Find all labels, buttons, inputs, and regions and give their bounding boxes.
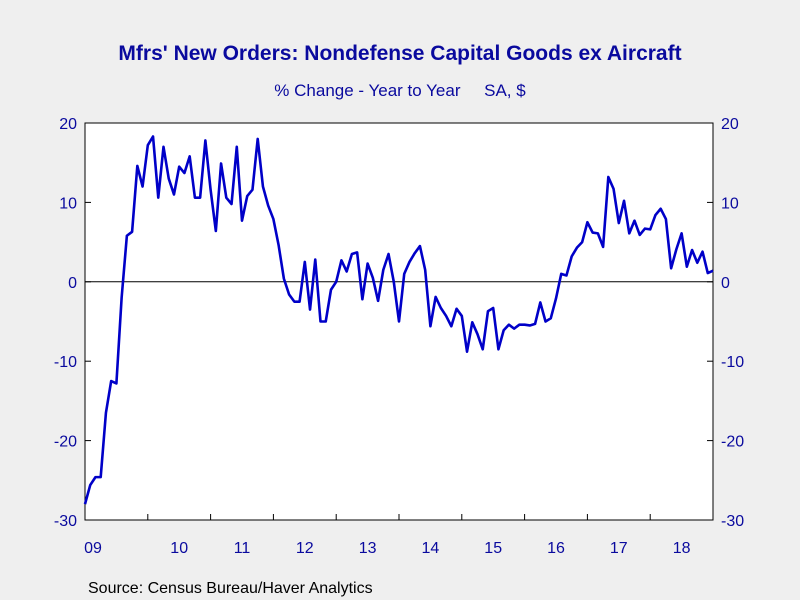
- series-line: [83, 135, 714, 505]
- y-tick-label-right: 20: [721, 116, 739, 133]
- y-axis-left: 20 10 0 -10 -20 -30: [54, 116, 91, 530]
- chart-title: Mfrs' New Orders: Nondefense Capital Goo…: [118, 42, 681, 65]
- series-group: [83, 135, 714, 505]
- x-tick-label: 13: [359, 540, 377, 557]
- y-tick-label-left: -30: [54, 513, 77, 530]
- y-tick-label-left: -10: [54, 354, 77, 371]
- y-tick-label-left: 10: [59, 195, 77, 212]
- y-tick-label-right: -20: [721, 434, 744, 451]
- y-tick-label-right: 0: [721, 275, 730, 292]
- y-axis-right: 20 10 0 -10 -20 -30: [707, 116, 744, 530]
- y-tick-label-left: 0: [68, 275, 77, 292]
- x-tick-label: 11: [234, 540, 251, 557]
- x-tick-label: 09: [84, 540, 102, 557]
- x-axis: 09 10 11 12 13 14 15 16 17 18: [84, 514, 691, 557]
- y-tick-label-right: -10: [721, 354, 744, 371]
- y-tick-label-left: 20: [59, 116, 77, 133]
- x-tick-label: 14: [422, 540, 440, 557]
- x-tick-label: 18: [673, 540, 691, 557]
- y-tick-label-left: -20: [54, 434, 77, 451]
- x-tick-label: 16: [547, 540, 565, 557]
- y-tick-label-right: -30: [721, 513, 744, 530]
- x-tick-label: 17: [610, 540, 628, 557]
- chart-subtitle: % Change - Year to Year SA, $: [274, 81, 526, 100]
- source-note: Source: Census Bureau/Haver Analytics: [88, 580, 373, 597]
- x-tick-label: 12: [296, 540, 314, 557]
- y-tick-label-right: 10: [721, 195, 739, 212]
- x-tick-label: 15: [484, 540, 502, 557]
- x-tick-label: 10: [170, 540, 188, 557]
